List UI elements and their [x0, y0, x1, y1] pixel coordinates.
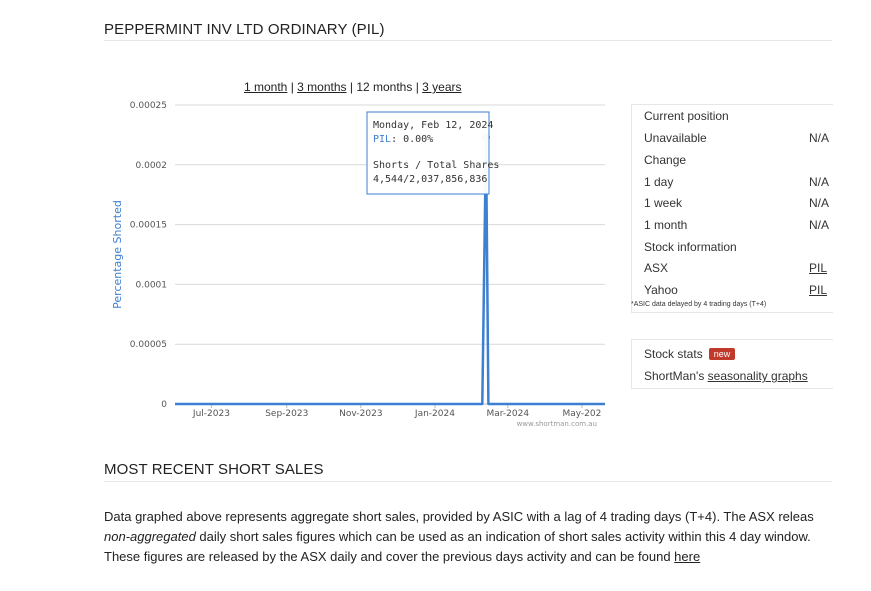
y-tick-label: 0.0002	[136, 161, 168, 171]
tooltip-shares-label: Shorts / Total Shares	[373, 160, 499, 171]
range-selector: 1 month | 3 months | 12 months | 3 years	[244, 80, 462, 94]
tooltip-date: Monday, Feb 12, 2024	[373, 120, 493, 131]
range-separator: |	[287, 80, 298, 94]
position-label: Unavailable	[644, 131, 707, 145]
recent-short-sales-title: MOST RECENT SHORT SALES	[104, 461, 324, 478]
asx-label: ASX	[644, 261, 669, 275]
y-tick-label: 0.00025	[130, 101, 167, 111]
x-axis-ticks: Jul-2023 Sep-2023 Nov-2023 Jan-2024 Mar-2024…	[192, 404, 601, 419]
chart-tooltip: Monday, Feb 12, 2024 PIL: 0.00% Shorts /…	[366, 111, 499, 195]
change-1-month-label: 1 month	[644, 218, 688, 232]
stock-stats-label[interactable]: Stock stats	[644, 347, 703, 361]
yahoo-link-container: PIL	[809, 283, 827, 297]
yahoo-link[interactable]: PIL	[809, 283, 828, 297]
x-tick-label: Sep-2023	[265, 409, 308, 419]
range-3-years[interactable]: 3 years	[422, 80, 462, 94]
y-tick-label: 0.00005	[130, 340, 167, 350]
position-panel	[631, 104, 833, 313]
x-tick-label: Nov-2023	[339, 409, 382, 419]
recent-paragraph-line-2-text: daily short sales figures which can be u…	[195, 529, 811, 544]
y-tick-label: 0	[161, 400, 167, 410]
short-position-chart[interactable]: 0.00025 0.0002 0.00015 0.0001 0.00005 0 Jul-2…	[100, 95, 615, 435]
recent-divider	[104, 481, 832, 482]
stats-panel	[631, 339, 833, 389]
y-tick-label: 0.0001	[136, 280, 168, 290]
y-tick-label: 0.00015	[130, 221, 167, 231]
current-position-title: Current position	[644, 109, 729, 123]
chart-credit: www.shortman.com.au	[517, 420, 597, 428]
yahoo-label: Yahoo	[644, 283, 678, 297]
tooltip-shares-value: 4,544/2,037,856,836	[373, 174, 487, 185]
recent-paragraph-line-3: These figures are released by the ASX da…	[104, 549, 832, 564]
tooltip-series-value: : 0.00%	[391, 134, 433, 145]
seasonality-graphs-link[interactable]: seasonality graphs	[707, 369, 808, 383]
asx-link-container: PIL	[809, 261, 827, 275]
x-tick-label: May-202	[562, 409, 601, 419]
position-value: N/A	[809, 131, 830, 145]
y-axis-label: Percentage Shorted	[111, 200, 124, 309]
x-tick-label: Jan-2024	[414, 409, 455, 419]
change-1-week-label: 1 week	[644, 196, 683, 210]
range-1-month[interactable]: 1 month	[244, 80, 288, 94]
range-3-months[interactable]: 3 months	[297, 80, 347, 94]
title-divider	[104, 40, 832, 41]
y-axis-ticks: 0.00025 0.0002 0.00015 0.0001 0.00005 0	[130, 101, 167, 410]
x-tick-label: Jul-2023	[192, 409, 230, 419]
new-badge: new	[708, 348, 736, 360]
range-12-months: 12 months	[356, 80, 413, 94]
page-title: PEPPERMINT INV LTD ORDINARY (PIL)	[104, 21, 385, 38]
change-1-day-label: 1 day	[644, 175, 674, 189]
change-1-day-value: N/A	[809, 175, 830, 189]
change-1-week-value: N/A	[809, 196, 830, 210]
change-1-month-value: N/A	[809, 218, 830, 232]
x-tick-label: Mar-2024	[487, 409, 530, 419]
asx-link[interactable]: PIL	[809, 261, 828, 275]
recent-paragraph-line-2: non-aggregated daily short sales figures…	[104, 529, 832, 544]
here-link[interactable]: here	[674, 549, 701, 564]
seasonality-row: ShortMan's seasonality graphs	[644, 369, 808, 383]
range-separator: |	[412, 80, 423, 94]
tooltip-series-name: PIL	[373, 134, 391, 145]
seasonality-prefix: ShortMan's	[644, 369, 708, 383]
recent-paragraph-line-3-text: These figures are released by the ASX da…	[104, 549, 675, 564]
range-separator: |	[346, 80, 357, 94]
change-title: Change	[644, 153, 687, 167]
stock-information-title: Stock information	[644, 240, 737, 254]
tooltip-value-line: PIL: 0.00%	[373, 134, 433, 145]
stock-stats-row: Stock stats new	[644, 347, 736, 361]
non-aggregated-emphasis: non-aggregated	[104, 529, 196, 544]
recent-paragraph-line-1: Data graphed above represents aggregate …	[104, 509, 814, 524]
tooltip-box	[366, 111, 490, 195]
asic-delay-note: *ASIC data delayed by 4 trading days (T+…	[631, 301, 767, 308]
